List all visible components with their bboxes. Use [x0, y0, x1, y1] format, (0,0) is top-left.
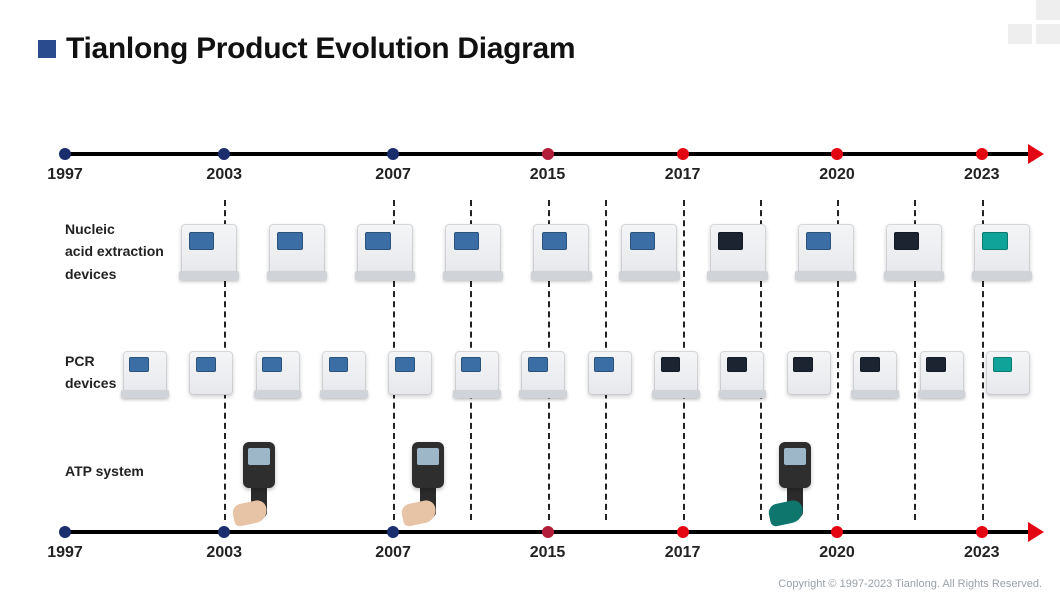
timeline-dot [831, 148, 843, 160]
timeline-dot [387, 526, 399, 538]
timeline-dot [218, 526, 230, 538]
corner-logo [990, 0, 1060, 50]
timeline-year-label: 2020 [819, 166, 855, 184]
device-item [189, 351, 233, 395]
handheld-device [775, 442, 815, 518]
timeline-year-label: 2017 [665, 544, 701, 562]
category-label: PCRdevices [65, 350, 116, 395]
timeline-year-label: 2003 [206, 166, 242, 184]
timeline-dot [542, 526, 554, 538]
handheld-device [239, 442, 279, 518]
timeline-dot [387, 148, 399, 160]
device-item [720, 351, 764, 395]
timeline-arrowhead-icon [1028, 144, 1044, 164]
timeline-year-label: 2007 [375, 544, 411, 562]
timeline-year-label: 2007 [375, 166, 411, 184]
timeline-arrowhead-icon [1028, 522, 1044, 542]
timeline-dot [59, 148, 71, 160]
device-item [974, 224, 1030, 276]
device-item [269, 224, 325, 276]
timeline-year-label: 2020 [819, 544, 855, 562]
title-bullet-icon [38, 40, 56, 58]
timeline-year-label: 1997 [47, 544, 83, 562]
product-row-pcr [123, 340, 1030, 405]
device-item [798, 224, 854, 276]
device-item [181, 224, 237, 276]
device-item [588, 351, 632, 395]
device-item [256, 351, 300, 395]
handheld-device [408, 442, 448, 518]
device-item [710, 224, 766, 276]
timeline-dot [677, 526, 689, 538]
atp-slot [353, 438, 503, 518]
atp-slot [874, 438, 1024, 518]
timeline-year-label: 2003 [206, 544, 242, 562]
category-label: Nucleicacid extractiondevices [65, 218, 164, 285]
device-item [533, 224, 589, 276]
timeline-dot [542, 148, 554, 160]
device-item [621, 224, 677, 276]
device-item [521, 351, 565, 395]
device-item [920, 351, 964, 395]
device-item [455, 351, 499, 395]
category-label: ATP system [65, 460, 144, 482]
timeline-dot [976, 526, 988, 538]
timeline-year-label: 2015 [530, 544, 566, 562]
device-item [654, 351, 698, 395]
timeline-dot [976, 148, 988, 160]
copyright-footer: Copyright © 1997-2023 Tianlong. All Righ… [778, 578, 1042, 590]
device-item [886, 224, 942, 276]
timeline-year-label: 2017 [665, 166, 701, 184]
device-item [357, 224, 413, 276]
device-item [986, 351, 1030, 395]
timeline-year-label: 1997 [47, 166, 83, 184]
atp-slot [508, 438, 658, 518]
slide-title: Tianlong Product Evolution Diagram [38, 32, 575, 66]
atp-slot [184, 438, 334, 518]
timeline-dot [831, 526, 843, 538]
device-item [322, 351, 366, 395]
product-row-nucleic [181, 210, 1030, 290]
device-item [787, 351, 831, 395]
title-text: Tianlong Product Evolution Diagram [66, 32, 575, 66]
timeline-dot [218, 148, 230, 160]
timeline-dot [59, 526, 71, 538]
timeline-year-label: 2015 [530, 166, 566, 184]
device-item [853, 351, 897, 395]
timeline-dot [677, 148, 689, 160]
device-item [388, 351, 432, 395]
timeline-year-label: 2023 [964, 166, 1000, 184]
timeline-year-label: 2023 [964, 544, 1000, 562]
slide-root: Tianlong Product Evolution Diagram 1997 1… [0, 0, 1060, 596]
device-item [445, 224, 501, 276]
device-item [123, 351, 167, 395]
atp-slot [720, 438, 870, 518]
